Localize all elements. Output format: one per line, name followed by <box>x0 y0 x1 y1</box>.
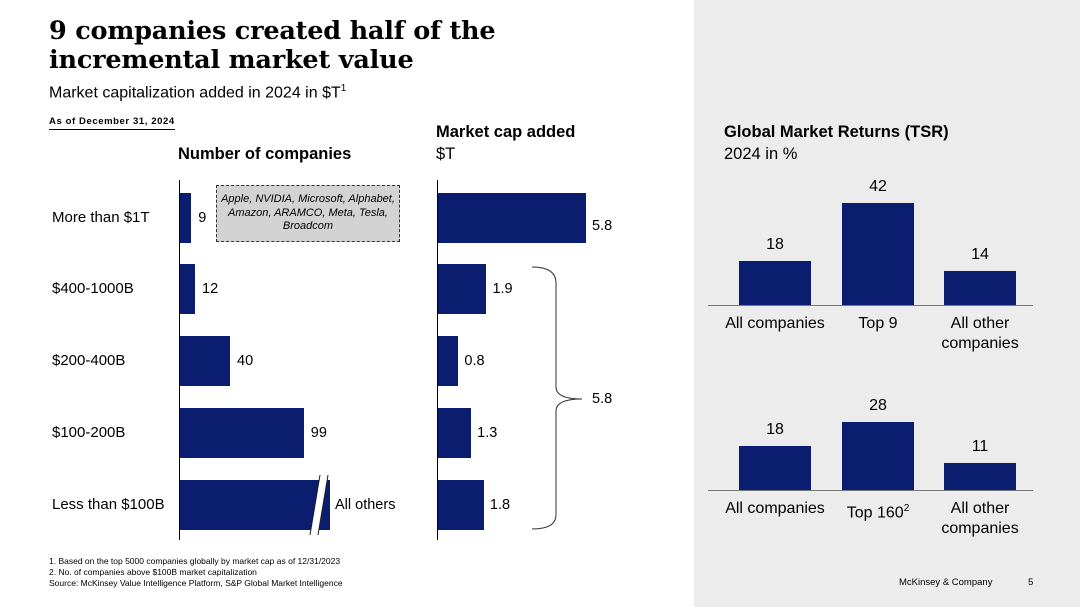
tsr-top160-bar <box>842 422 914 490</box>
tsr-top9-bar <box>739 261 811 305</box>
market-cap-bracket <box>531 266 583 530</box>
market-cap-bar <box>438 480 484 530</box>
page-title: 9 companies created half of the incremen… <box>49 16 496 75</box>
companies-chart-title: Number of companies <box>178 145 352 163</box>
companies-value-label: 99 <box>310 425 327 441</box>
tsr-top160-category-label: All other companies <box>925 499 1035 539</box>
category-text: Top 9 <box>858 315 898 332</box>
footnote-1: 1. Based on the top 5000 companies globa… <box>49 556 341 566</box>
companies-value-label: All others <box>335 497 396 513</box>
category-footnote-marker: 2 <box>903 503 910 514</box>
row-label-100-200b: $100-200B <box>52 424 126 441</box>
tsr-top160-category-label: Top 1602 <box>823 499 933 523</box>
market-cap-bracket-total: 5.8 <box>592 391 613 407</box>
row-label-400-1000b: $400-1000B <box>52 280 134 297</box>
tsr-top9-value-label: 14 <box>971 246 989 263</box>
tsr-top160-bar <box>944 463 1016 490</box>
as-of-date: As of December 31, 2024 <box>49 116 175 130</box>
source-note: Source: McKinsey Value Intelligence Plat… <box>49 578 343 588</box>
footer-brand: McKinsey & Company <box>899 577 993 588</box>
market-cap-chart-title: Market cap added <box>436 123 576 141</box>
tsr-top9-category-label: All other companies <box>925 314 1035 354</box>
market-cap-value-label: 1.3 <box>477 425 498 441</box>
category-text: All other companies <box>941 500 1019 537</box>
tsr-top9-bar <box>944 271 1016 305</box>
market-cap-value-label: 5.8 <box>592 218 613 234</box>
market-cap-value-label: 0.8 <box>464 353 485 369</box>
tsr-top160-value-label: 11 <box>971 438 989 456</box>
market-cap-chart-unit: $T <box>436 145 456 163</box>
companies-bar <box>180 480 330 530</box>
tsr-top160-bar <box>739 446 811 490</box>
companies-value-label: 12 <box>202 281 219 297</box>
market-cap-value-label: 1.9 <box>492 281 513 297</box>
companies-bar <box>180 336 230 386</box>
subtitle-text: Market capitalization added in 2024 in $… <box>49 84 341 102</box>
row-label-less-than-100b: Less than $100B <box>52 496 165 513</box>
page-subtitle: Market capitalization added in 2024 in $… <box>49 83 346 102</box>
category-text: All companies <box>725 500 825 517</box>
page-number: 5 <box>1028 577 1034 588</box>
market-cap-axis <box>437 180 438 540</box>
tsr-top160-value-label: 18 <box>766 421 784 439</box>
category-text: All companies <box>725 315 825 332</box>
companies-bar <box>180 408 304 458</box>
market-cap-bar <box>438 193 586 243</box>
tsr-top160-value-label: 28 <box>869 397 887 414</box>
companies-value-label: 9 <box>198 210 207 226</box>
companies-bar <box>180 193 192 243</box>
market-cap-bar <box>438 408 472 458</box>
market-cap-value-label: 1.8 <box>489 497 511 513</box>
axis-break-marker <box>309 475 329 535</box>
tsr-top9-baseline <box>708 305 1033 306</box>
tsr-top160-category-label: All companies <box>720 499 830 519</box>
tsr-top9-category-label: All companies <box>720 314 830 334</box>
tsr-top9-bar <box>842 203 914 305</box>
tsr-chart-title: Global Market Returns (TSR) <box>724 123 949 141</box>
tsr-top9-value-label: 42 <box>869 178 887 195</box>
market-cap-bar <box>438 336 459 386</box>
companies-axis <box>179 180 180 540</box>
subtitle-footnote-marker: 1 <box>340 83 347 94</box>
category-text: Top 160 <box>846 504 904 522</box>
companies-value-label: 40 <box>237 353 254 369</box>
tsr-top9-category-label: Top 9 <box>823 314 933 334</box>
tsr-chart-subtitle: 2024 in % <box>724 145 798 163</box>
category-text: All other companies <box>941 315 1019 352</box>
footnotes: 1. Based on the top 5000 companies globa… <box>49 556 343 589</box>
footnote-2: 2. No. of companies above $100B market c… <box>49 567 257 577</box>
market-cap-bar <box>438 264 487 314</box>
tsr-top160-baseline <box>708 490 1033 491</box>
row-label-200-400b: $200-400B <box>52 352 126 369</box>
tsr-top9-value-label: 18 <box>766 236 784 254</box>
row-label-more-than-1t: More than $1T <box>52 209 150 226</box>
companies-bar <box>180 264 195 314</box>
top-companies-note: Apple, NVIDIA, Microsoft, Alphabet, Amaz… <box>216 185 400 242</box>
